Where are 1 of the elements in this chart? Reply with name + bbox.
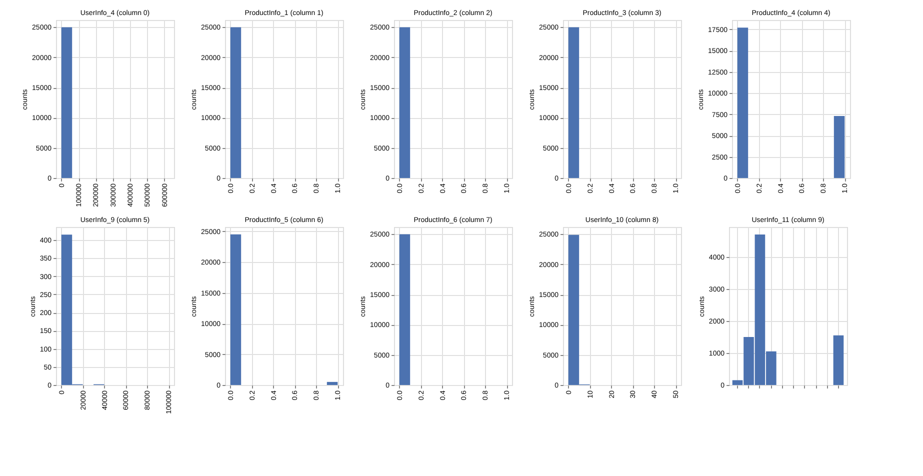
bar [833, 335, 844, 385]
